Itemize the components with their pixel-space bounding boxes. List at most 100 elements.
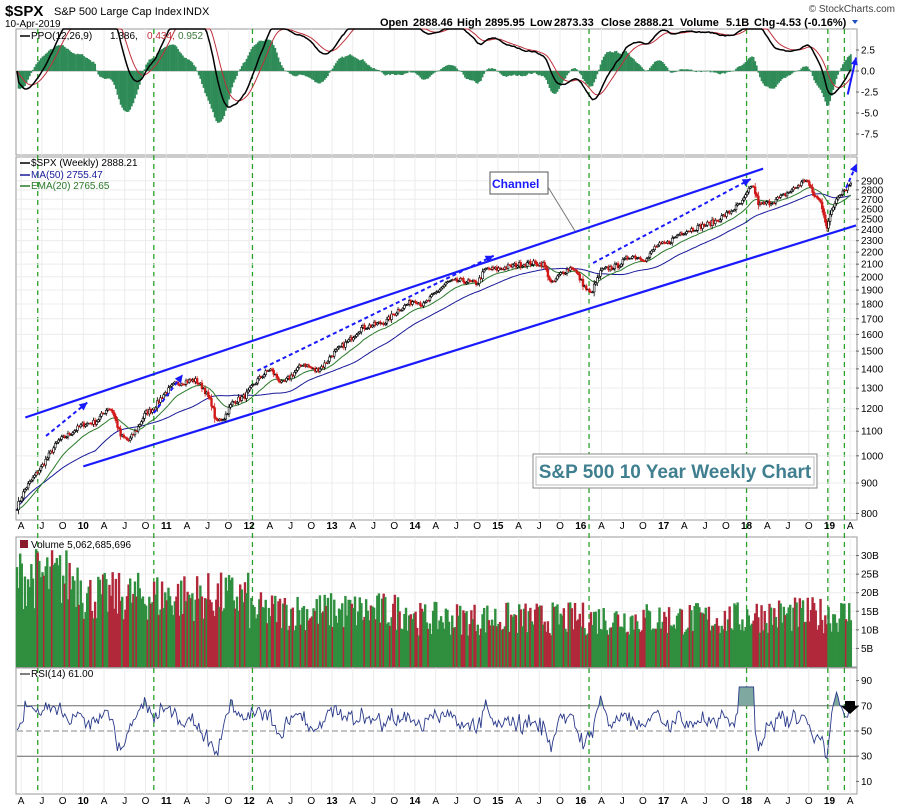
volume-bar: [66, 599, 70, 667]
volume-bar: [451, 615, 454, 667]
rsi-tick-label: 10: [861, 777, 873, 788]
volume-bar: [838, 618, 841, 667]
ppo-histogram-bar: [551, 71, 554, 93]
price-candle-body: [411, 301, 414, 305]
trend-arrow-head: [78, 402, 88, 411]
price-candle-body: [519, 262, 523, 268]
volume-bar: [216, 583, 220, 667]
volume-bar: [178, 615, 181, 667]
volume-bar: [264, 599, 267, 667]
price-candle-body: [675, 234, 679, 238]
price-candle-body: [640, 258, 644, 261]
volume-bar: [141, 596, 145, 667]
ppo-histogram-bar: [185, 57, 187, 71]
price-candle-body: [828, 214, 832, 222]
ppo-histogram-bar: [342, 57, 345, 71]
ppo-histogram-bar: [298, 71, 301, 75]
x-axis-label: A: [764, 796, 771, 807]
ppo-histogram-bar: [564, 71, 567, 79]
price-candle-body: [71, 432, 75, 435]
x-axis-label: A: [349, 796, 356, 807]
ppo-histogram-bar: [291, 71, 294, 76]
x-axis-label: O: [59, 796, 67, 807]
ppo-histogram-bar: [448, 64, 450, 71]
channel-upper-line: [24, 167, 764, 419]
x-axis-label: O: [390, 521, 398, 532]
price-candle-body: [290, 374, 293, 380]
volume-bar: [425, 622, 428, 667]
volume-bar: [439, 616, 443, 667]
high-value: 2895.95: [485, 17, 525, 29]
ppo-tick-label: 2.5: [861, 46, 875, 57]
price-candle-body: [779, 195, 782, 198]
ppo-histogram-bar: [480, 71, 482, 81]
ppo-histogram-bar: [558, 71, 560, 89]
quote-line: Open 2888.46 High 2895.95 Low 2873.33 Cl…: [380, 17, 858, 29]
x-axis-label: J: [620, 521, 625, 532]
volume-bar: [731, 629, 735, 667]
dropdown-arrow-icon[interactable]: [852, 20, 858, 24]
price-candle-body: [741, 199, 744, 204]
ppo-histogram-bar: [387, 71, 390, 75]
ppo-histogram-bar: [390, 71, 393, 75]
ppo-histogram-bar: [143, 69, 146, 71]
price-candle-body: [208, 396, 212, 399]
price-candle-body: [629, 257, 633, 260]
ppo-histogram-bar: [519, 71, 522, 76]
volume-bar: [415, 627, 419, 667]
x-axis-label: A: [681, 521, 688, 532]
ppo-histogram-bar: [252, 46, 254, 71]
ppo-histogram-bar: [105, 71, 108, 79]
volume-bar: [468, 624, 471, 667]
x-axis-label: J: [371, 796, 376, 807]
volume-legend-swatch: [20, 540, 28, 548]
volume-bar: [369, 605, 373, 667]
ppo-histogram-bar: [293, 71, 296, 77]
ppo-histogram-bar: [717, 71, 720, 74]
ppo-histogram-bar: [502, 71, 505, 77]
ppo-histogram-bar: [462, 71, 465, 75]
volume-bar: [350, 603, 354, 667]
ppo-histogram-bar: [840, 67, 843, 71]
volume-bar: [63, 583, 67, 667]
price-candle-body: [38, 470, 41, 474]
ppo-histogram-bar: [760, 71, 763, 82]
ppo-tick-label: 0.0: [861, 67, 875, 78]
volume-bar: [200, 596, 204, 667]
ppo-histogram-bar: [75, 54, 77, 71]
price-candle-body: [297, 364, 301, 368]
rsi-tick-label: 50: [861, 727, 873, 738]
ppo-histogram-bar: [687, 69, 690, 71]
volume-bar: [642, 609, 645, 667]
volume-bar: [683, 631, 687, 667]
ppo-histogram-bar: [247, 55, 250, 71]
volume-bar: [117, 572, 121, 667]
ppo-histogram-bar: [446, 65, 449, 71]
price-candle-body: [733, 209, 736, 212]
x-axis-label: A: [432, 521, 439, 532]
volume-bar: [237, 610, 240, 667]
volume-bar: [353, 596, 357, 667]
ppo-histogram-bar: [306, 71, 309, 77]
price-tick-label: 2300: [861, 236, 884, 247]
x-axis-label: 10: [78, 796, 90, 807]
price-tick-label: 1300: [861, 384, 884, 395]
volume-bar: [208, 599, 212, 667]
price-candle-body: [798, 185, 802, 187]
ppo-histogram-bar: [55, 45, 58, 71]
volume-bar: [690, 610, 693, 667]
volume-bar: [189, 598, 192, 667]
ppo-histogram-bar: [709, 71, 712, 73]
price-candle-body: [570, 267, 574, 269]
ppo-histogram-bar: [239, 69, 242, 71]
x-axis-label: O: [556, 796, 564, 807]
ppo-histogram-bar: [132, 71, 135, 104]
volume-bar: [628, 634, 631, 667]
volume-bar: [540, 605, 543, 667]
volume-bar: [612, 622, 615, 667]
volume-bar: [685, 629, 688, 667]
ppo-histogram-bar: [716, 71, 718, 73]
volume-bar: [404, 607, 408, 667]
ppo-histogram-bar: [215, 71, 218, 122]
volume-bar: [433, 601, 436, 667]
